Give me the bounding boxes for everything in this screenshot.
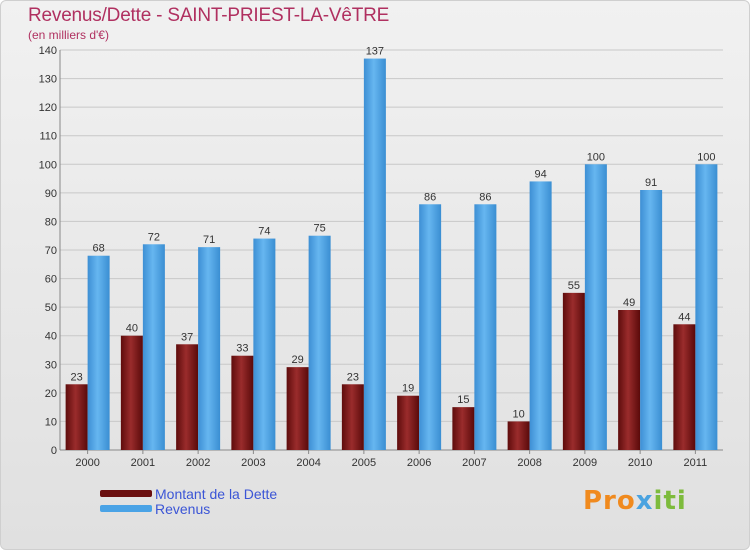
debt-bar — [562, 292, 585, 450]
debt-value-label: 23 — [347, 371, 359, 383]
debt-bar — [618, 310, 641, 450]
x-tick-label: 2004 — [296, 457, 320, 469]
y-tick-label: 120 — [39, 102, 57, 114]
legend-swatch-revenus — [100, 505, 152, 512]
revenus-bar — [419, 204, 442, 450]
debt-value-label: 19 — [402, 383, 414, 395]
revenus-bar — [253, 238, 276, 450]
y-tick-label: 80 — [45, 216, 57, 228]
x-tick-label: 2006 — [407, 457, 431, 469]
debt-value-label: 44 — [678, 311, 690, 323]
revenus-bar — [198, 247, 221, 450]
debt-value-label: 40 — [126, 323, 138, 335]
debt-value-label: 49 — [623, 297, 635, 309]
revenus-bar — [142, 244, 165, 450]
y-tick-label: 70 — [45, 245, 57, 257]
revenus-value-label: 75 — [314, 223, 326, 235]
debt-value-label: 23 — [71, 371, 83, 383]
x-tick-label: 2003 — [241, 457, 265, 469]
y-tick-label: 140 — [39, 45, 57, 57]
legend-label-revenus: Revenus — [155, 501, 211, 517]
chart-title: Revenus/Dette - SAINT-PRIEST-LA-VêTRE — [28, 5, 390, 26]
x-tick-label: 2007 — [462, 457, 486, 469]
revenus-value-label: 74 — [258, 226, 270, 238]
revenus-bar — [584, 164, 607, 451]
revenus-value-label: 91 — [645, 177, 657, 189]
x-tick-label: 2002 — [186, 457, 210, 469]
y-tick-label: 90 — [45, 188, 57, 200]
debt-value-label: 29 — [292, 354, 304, 366]
y-tick-label: 10 — [45, 416, 57, 428]
x-tick-label: 2011 — [684, 457, 708, 469]
debt-value-label: 10 — [513, 408, 525, 420]
x-tick-label: 2000 — [75, 457, 99, 469]
revenus-bar — [640, 190, 663, 450]
debt-value-label: 37 — [181, 331, 193, 343]
revenus-value-label: 94 — [535, 168, 547, 180]
x-tick-label: 2009 — [573, 457, 597, 469]
revenus-value-label: 100 — [697, 151, 715, 163]
y-tick-label: 40 — [45, 331, 57, 343]
x-tick-label: 2008 — [517, 457, 541, 469]
debt-bar — [286, 367, 309, 450]
chart-subtitle: (en milliers d'€) — [28, 28, 109, 42]
debt-bar — [120, 335, 143, 450]
y-tick-label: 20 — [45, 388, 57, 400]
debt-value-label: 33 — [236, 343, 248, 355]
revenus-bar — [695, 164, 718, 451]
revenus-value-label: 86 — [479, 191, 491, 203]
revenus-bar — [363, 58, 386, 450]
x-tick-label: 2005 — [352, 457, 376, 469]
y-tick-label: 50 — [45, 302, 57, 314]
y-tick-label: 0 — [51, 445, 57, 457]
revenus-value-label: 72 — [148, 231, 160, 243]
revenus-bar — [308, 235, 331, 450]
debt-value-label: 15 — [457, 394, 469, 406]
debt-bar — [673, 324, 696, 450]
debt-bar — [397, 395, 420, 450]
debt-value-label: 55 — [568, 280, 580, 292]
proxiti-logo: Proxiti — [583, 486, 687, 516]
revenus-value-label: 100 — [587, 151, 605, 163]
revenus-bar — [529, 181, 552, 450]
y-tick-label: 30 — [45, 359, 57, 371]
debt-bar — [507, 421, 530, 450]
debt-bar — [65, 384, 88, 450]
y-tick-label: 60 — [45, 274, 57, 286]
revenus-value-label: 68 — [93, 243, 105, 255]
legend-label-debt: Montant de la Dette — [155, 486, 278, 502]
y-tick-label: 130 — [39, 74, 57, 86]
y-tick-label: 110 — [39, 131, 57, 143]
revenus-value-label: 86 — [424, 191, 436, 203]
revenus-value-label: 71 — [203, 234, 215, 246]
x-tick-label: 2010 — [628, 457, 652, 469]
debt-bar — [452, 407, 475, 450]
y-tick-label: 100 — [39, 159, 57, 171]
debt-bar — [341, 384, 364, 450]
debt-bar — [176, 344, 199, 450]
legend-swatch-debt — [100, 490, 152, 497]
revenus-bar — [474, 204, 497, 450]
debt-bar — [231, 355, 254, 450]
x-tick-label: 2001 — [131, 457, 155, 469]
revenus-bar — [87, 255, 110, 450]
revenus-value-label: 137 — [366, 46, 384, 58]
